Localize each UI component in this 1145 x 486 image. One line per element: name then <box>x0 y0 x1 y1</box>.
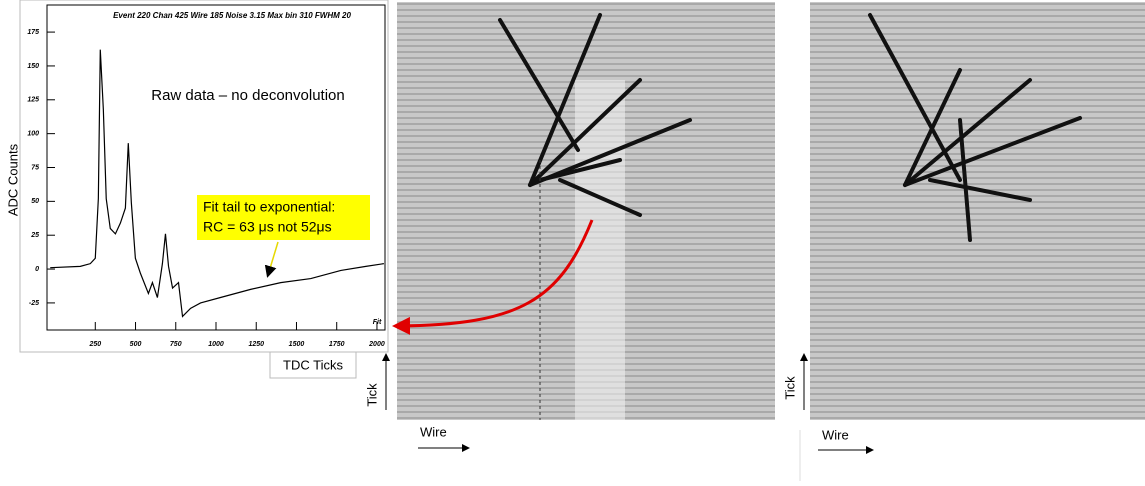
y-tick-label: 50 <box>31 198 39 205</box>
x-tick-label: 2000 <box>368 341 385 348</box>
annotation: RC = 63 μs not 52μs <box>203 219 332 235</box>
panel-x-label: Wire <box>822 427 849 442</box>
annotation: Raw data – no deconvolution <box>151 87 344 104</box>
panel-y-label: Tick <box>364 383 379 407</box>
panel-x-label: Wire <box>420 424 447 439</box>
y-tick-label: 150 <box>27 63 39 70</box>
y-axis-label: ADC Counts <box>5 143 20 216</box>
annotation-arrow <box>264 241 279 278</box>
x-tick-label: 500 <box>130 341 142 348</box>
x-tick-label: 1250 <box>248 341 264 348</box>
x-tick-label: 1000 <box>208 341 224 348</box>
tracks <box>868 13 1082 242</box>
red-arrow <box>392 219 594 335</box>
event-display-region <box>575 80 625 420</box>
x-tick-label: 750 <box>170 341 182 348</box>
y-tick-label: 100 <box>27 130 39 137</box>
x-tick-label: 250 <box>88 341 101 348</box>
y-tick-label: 0 <box>35 266 39 273</box>
chart-frame <box>19 0 389 353</box>
line <box>50 49 384 318</box>
x-label-box <box>269 351 357 379</box>
y-tick-label: 125 <box>27 97 39 104</box>
y-tick-label: -25 <box>29 300 39 307</box>
y-tick-label: 75 <box>31 164 39 171</box>
y-tick-label: 175 <box>27 29 39 36</box>
x-tick-label: 1500 <box>289 341 305 348</box>
y-tick-label: 25 <box>30 232 39 239</box>
event-display <box>810 2 1145 420</box>
x-tick-label: 1750 <box>329 341 345 348</box>
chart-title: Event 220 Chan 425 Wire 185 Noise 3.15 M… <box>113 11 351 20</box>
panel-y-label: Tick <box>782 376 797 400</box>
annotation: Fit tail to exponential: <box>203 199 335 215</box>
annotation-box <box>197 195 370 240</box>
x-axis-label: TDC Ticks <box>283 357 343 372</box>
tracks <box>498 13 692 217</box>
